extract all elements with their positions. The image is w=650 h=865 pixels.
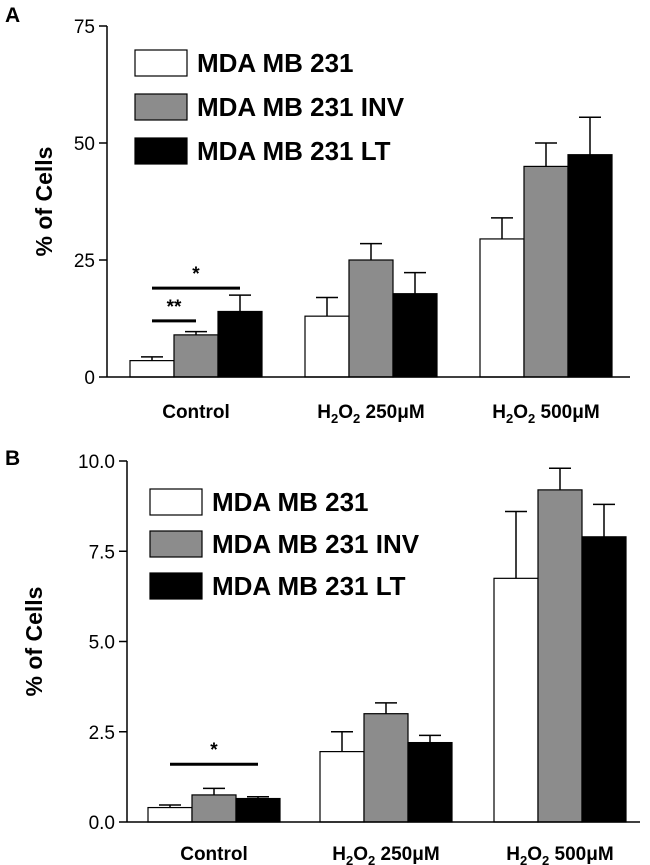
- legend-swatch: [134, 49, 188, 77]
- x-tick-label: H2O2 500μM: [506, 844, 613, 865]
- y-tick-label: 10.0: [78, 452, 115, 473]
- y-tick-label: 25: [74, 251, 95, 272]
- y-tick-label: 75: [74, 17, 95, 38]
- panel-letter: A: [5, 4, 20, 27]
- bar: [581, 536, 627, 823]
- legend-label: MDA MB 231 INV: [212, 529, 420, 559]
- y-tick-label: 0: [84, 368, 95, 389]
- bar: [191, 794, 237, 823]
- chart-panel-b: B 0.0 2.5 5.0 7.5 10.0 % of Cells Control H2O2 2…: [5, 447, 640, 865]
- bar: [173, 334, 219, 378]
- bar: [523, 165, 569, 378]
- y-tick-label: 0.0: [89, 813, 115, 834]
- x-tick-label: Control: [162, 402, 230, 423]
- legend-swatch: [134, 137, 188, 165]
- significance-label: *: [192, 264, 200, 285]
- y-tick-label: 5.0: [89, 633, 115, 654]
- x-tick-label: H2O2 250μM: [332, 844, 439, 865]
- legend-label: MDA MB 231 LT: [212, 571, 406, 601]
- y-axis-label: % of Cells: [21, 587, 47, 697]
- legend-swatch: [149, 488, 203, 516]
- bar: [304, 315, 350, 378]
- x-tick-label: H2O2 250μM: [317, 402, 424, 426]
- bar: [348, 259, 394, 378]
- bar: [217, 310, 263, 378]
- bar: [392, 293, 438, 378]
- bar: [129, 360, 175, 378]
- y-tick-label: 7.5: [89, 542, 115, 563]
- bar: [537, 489, 583, 823]
- bar: [479, 238, 525, 378]
- legend-label: MDA MB 231: [212, 487, 369, 517]
- chart-panel-a: A 0 25 50 75 % of Cells Control H2O2 250μM H2O2 …: [5, 4, 630, 426]
- x-tick-label: H2O2 500μM: [492, 402, 599, 426]
- x-tick-label: Control: [180, 844, 248, 865]
- y-tick-label: 50: [74, 134, 95, 155]
- bar: [235, 797, 281, 823]
- legend-label: MDA MB 231 LT: [197, 136, 391, 166]
- legend-label: MDA MB 231 INV: [197, 92, 405, 122]
- bar: [407, 741, 453, 823]
- y-axis-label: % of Cells: [31, 147, 57, 257]
- legend-swatch: [149, 530, 203, 558]
- bar: [567, 154, 613, 378]
- y-tick-label: 2.5: [89, 723, 115, 744]
- bar: [319, 751, 365, 823]
- bar: [363, 713, 409, 823]
- bar: [147, 806, 193, 823]
- legend-swatch: [149, 572, 203, 600]
- significance-label: *: [210, 740, 218, 761]
- legend-swatch: [134, 93, 188, 121]
- panel-letter: B: [5, 447, 20, 470]
- significance-label: **: [167, 297, 182, 318]
- legend-label: MDA MB 231: [197, 48, 354, 78]
- bar: [493, 577, 539, 823]
